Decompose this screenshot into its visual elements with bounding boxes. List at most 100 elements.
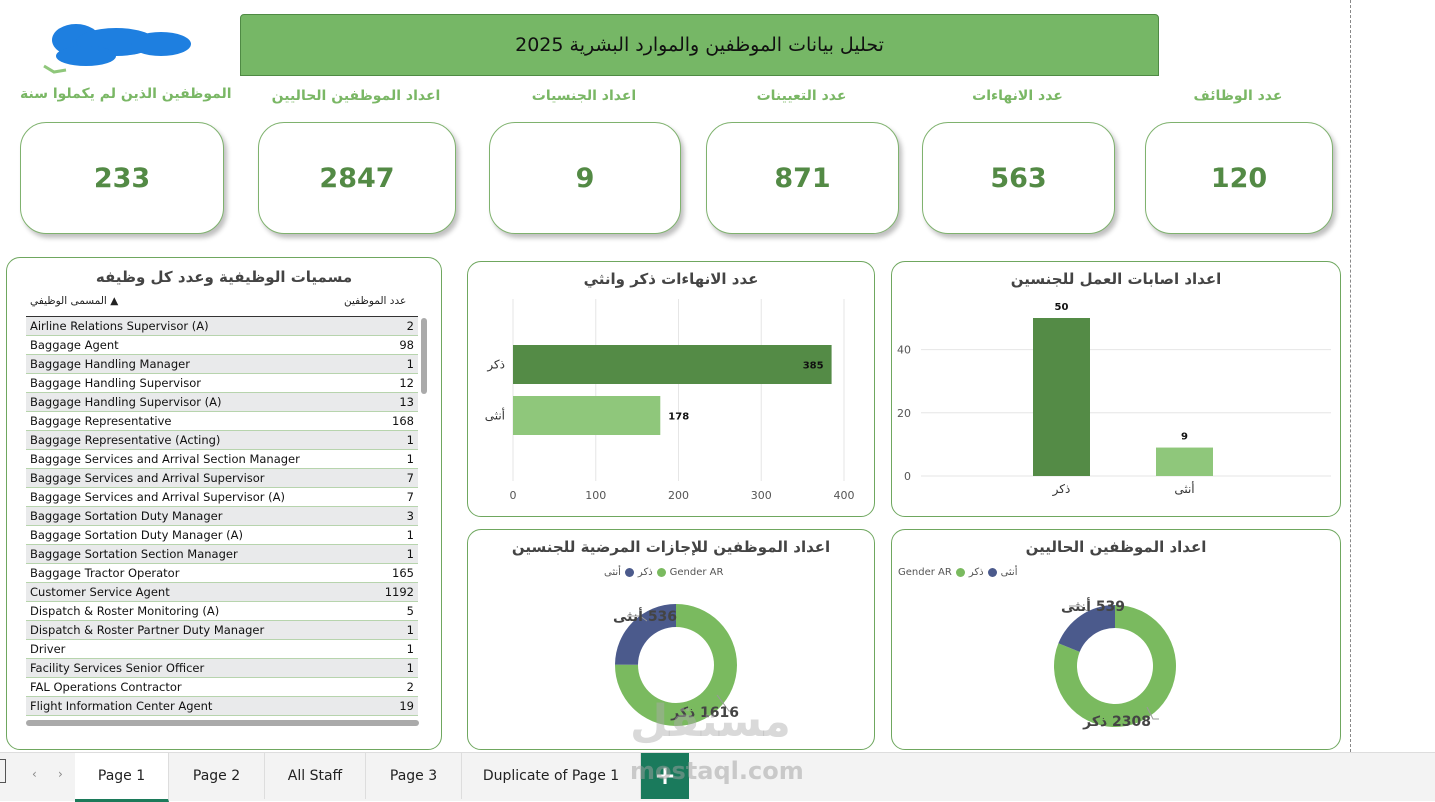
job-count-cell: 19 xyxy=(399,699,414,713)
data-label: 385 xyxy=(803,361,824,372)
job-title-cell: Baggage Tractor Operator xyxy=(30,566,180,580)
terminations-chart-panel: عدد الانهاءات ذكر وانثي xyxy=(467,261,875,517)
table-row[interactable]: Baggage Representative (Acting) 1 xyxy=(26,431,418,450)
previous-tab-icon[interactable]: ‹ xyxy=(32,767,37,781)
job-count-cell: 1 xyxy=(406,661,414,675)
watermark-url: mostaql.com xyxy=(630,757,804,785)
tab-duplicate-page-1[interactable]: Duplicate of Page 1 xyxy=(462,753,641,799)
x-tick-label: 200 xyxy=(668,489,689,502)
table-row[interactable]: Baggage Representative 168 xyxy=(26,412,418,431)
table-row[interactable]: Baggage Services and Arrival Section Man… xyxy=(26,450,418,469)
table-header-divider xyxy=(26,316,418,317)
job-title-cell: Driver xyxy=(30,642,66,656)
job-count-cell: 3 xyxy=(406,509,414,523)
table-row[interactable]: Airline Relations Supervisor (A) 2 xyxy=(26,317,418,336)
category-label: ذكر xyxy=(1052,482,1071,497)
x-tick-label: 300 xyxy=(751,489,772,502)
kpi-card-nationalities[interactable]: 9 xyxy=(489,122,681,234)
kpi-value-current-employees: 2847 xyxy=(319,162,395,194)
column-header-job-title[interactable]: المسمى الوظيفي ▲ xyxy=(30,295,119,307)
current-employees-donut-chart: 2308 ذكر 539 أنثى xyxy=(1054,597,1176,730)
y-tick-label: 40 xyxy=(897,344,911,357)
job-title-cell: Dispatch & Roster Monitoring (A) xyxy=(30,604,220,618)
table-row[interactable]: Dispatch & Roster Partner Duty Manager 1 xyxy=(26,621,418,640)
x-tick-label: 0 xyxy=(510,489,517,502)
add-page-button[interactable]: + xyxy=(641,753,689,799)
legend-female-dot xyxy=(987,568,997,577)
tab-page-2[interactable]: Page 2 xyxy=(169,753,265,799)
injuries-bar-chart: 0 20 40 50 ذكر 9 أنثى xyxy=(897,302,1331,497)
sick-leave-donut-chart: 1616 ذكر 536 أنثى xyxy=(613,604,739,726)
job-title-cell: Baggage Handling Manager xyxy=(30,357,190,371)
tab-page-1[interactable]: Page 1 xyxy=(75,753,169,802)
watermark-arabic: مستقل xyxy=(630,696,791,747)
jobs-table-title: مسميات الوظيفية وعدد كل وظيفه xyxy=(95,268,353,286)
table-row[interactable]: Baggage Services and Arrival Supervisor 7 xyxy=(26,469,418,488)
table-row[interactable]: Baggage Handling Manager 1 xyxy=(26,355,418,374)
bar xyxy=(513,396,661,435)
category-label: أنثى xyxy=(485,408,505,423)
kpi-card-jobs[interactable]: 120 xyxy=(1145,122,1333,234)
page-tabs-bar: ‹ › Page 1 Page 2 All Staff Page 3 Dupli… xyxy=(0,752,1435,802)
legend-male-label: ذكر xyxy=(637,567,653,578)
page-title: تحليل بيانات الموظفين والموارد البشرية 2… xyxy=(240,14,1159,76)
kpi-card-terminations[interactable]: 563 xyxy=(922,122,1115,234)
table-row[interactable]: Dispatch & Roster Monitoring (A) 5 xyxy=(26,602,418,621)
column-header-count[interactable]: عدد الموظفين xyxy=(344,295,407,307)
bar xyxy=(513,345,832,384)
job-count-cell: 165 xyxy=(392,566,414,580)
table-row[interactable]: Baggage Tractor Operator 165 xyxy=(26,564,418,583)
tab-page-3[interactable]: Page 3 xyxy=(366,753,462,799)
x-tick-label: 400 xyxy=(834,489,855,502)
kpi-value-hires: 871 xyxy=(774,162,831,194)
table-horizontal-scrollbar[interactable] xyxy=(26,720,419,726)
job-count-cell: 7 xyxy=(406,490,414,504)
tab-all-staff[interactable]: All Staff xyxy=(265,753,366,799)
kpi-label-jobs: عدد الوظائف xyxy=(1193,88,1283,104)
donut-slice xyxy=(1058,605,1115,652)
kpi-card-hires[interactable]: 871 xyxy=(706,122,899,234)
legend-male-dot xyxy=(656,568,666,577)
donut-slice xyxy=(615,604,737,726)
kpi-card-first-year[interactable]: 233 xyxy=(20,122,224,234)
table-row[interactable]: FAL Operations Contractor 2 xyxy=(26,678,418,697)
data-label: 178 xyxy=(668,412,689,423)
job-count-cell: 2 xyxy=(406,680,414,694)
job-title-cell: Flight Information Center Agent xyxy=(30,699,213,713)
table-row[interactable]: Baggage Handling Supervisor (A) 13 xyxy=(26,393,418,412)
table-vertical-scrollbar[interactable] xyxy=(421,318,427,394)
job-title-cell: Baggage Representative (Acting) xyxy=(30,433,221,447)
table-row[interactable]: Baggage Sortation Duty Manager 3 xyxy=(26,507,418,526)
injuries-chart-title: اعداد اصابات العمل للجنسين xyxy=(1010,270,1222,288)
legend-title: Gender AR xyxy=(898,567,952,578)
sheet-handle-icon[interactable] xyxy=(0,759,6,783)
jobs-table-body: Airline Relations Supervisor (A) 2 Baggage… xyxy=(26,317,418,716)
male-value-label: 2308 ذكر xyxy=(1082,714,1151,730)
kpi-card-current-employees[interactable]: 2847 xyxy=(258,122,456,234)
bar xyxy=(1156,447,1213,476)
kpi-value-terminations: 563 xyxy=(990,162,1047,194)
table-row[interactable]: Baggage Handling Supervisor 12 xyxy=(26,374,418,393)
female-value-label: 536 أنثى xyxy=(613,607,677,625)
table-row[interactable]: Baggage Services and Arrival Supervisor … xyxy=(26,488,418,507)
female-value-label: 539 أنثى xyxy=(1061,597,1125,615)
table-row[interactable]: Baggage Sortation Duty Manager (A) 1 xyxy=(26,526,418,545)
job-count-cell: 168 xyxy=(392,414,414,428)
data-label: 50 xyxy=(1055,302,1069,313)
job-title-cell: Baggage Services and Arrival Supervisor … xyxy=(30,490,286,504)
table-row[interactable]: Facility Services Senior Officer 1 xyxy=(26,659,418,678)
table-row[interactable]: Baggage Sortation Section Manager 1 xyxy=(26,545,418,564)
table-row[interactable]: Driver 1 xyxy=(26,640,418,659)
job-title-cell: Baggage Agent xyxy=(30,338,119,352)
sick-leave-chart-title: اعداد الموظفين للإجازات المرضية للجنسين xyxy=(511,538,831,556)
job-title-cell: Dispatch & Roster Partner Duty Manager xyxy=(30,623,265,637)
next-tab-icon[interactable]: › xyxy=(58,767,63,781)
table-row[interactable]: Customer Service Agent 1192 xyxy=(26,583,418,602)
leader-line xyxy=(1146,706,1159,720)
job-title-cell: Baggage Sortation Section Manager xyxy=(30,547,238,561)
table-row[interactable]: Flight Information Center Agent 19 xyxy=(26,697,418,716)
job-title-cell: Facility Services Senior Officer xyxy=(30,661,205,675)
table-row[interactable]: Baggage Agent 98 xyxy=(26,336,418,355)
job-title-cell: Baggage Handling Supervisor (A) xyxy=(30,395,222,409)
kpi-label-first-year: الموظفين الذين لم يكملوا سنة xyxy=(20,86,232,102)
